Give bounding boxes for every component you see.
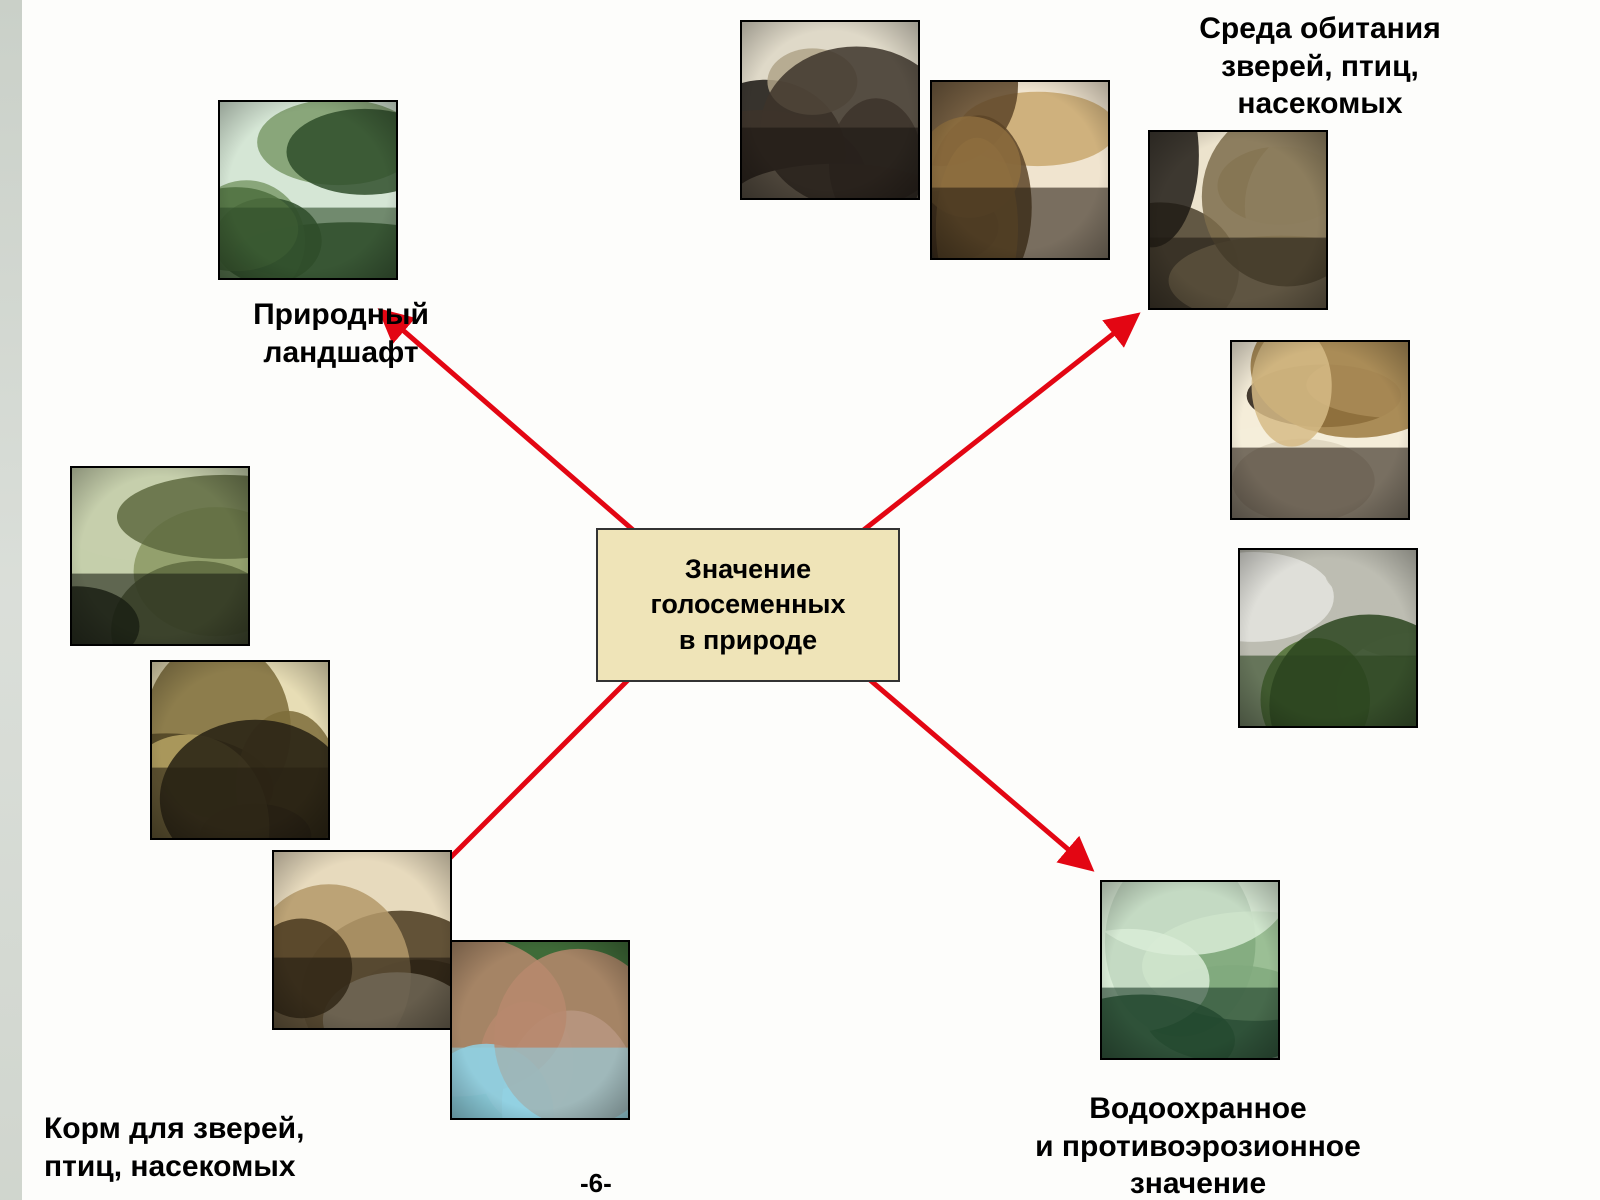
thumb-marten xyxy=(1230,340,1410,520)
arrow-2 xyxy=(856,668,1090,868)
center-topic-box: Значение голосеменных в природе xyxy=(596,528,900,682)
thumb-landscape-forest xyxy=(218,100,398,280)
thumb-moose xyxy=(150,660,330,840)
thumb-wild-boar xyxy=(70,466,250,646)
label-habitat: Среда обитания зверей, птиц, насекомых xyxy=(1110,10,1530,123)
thumb-bear xyxy=(272,850,452,1030)
arrow-1 xyxy=(856,316,1136,536)
diagram-stage: Значение голосеменных в природе Природны… xyxy=(0,0,1600,1200)
center-topic-text: Значение голосеменных в природе xyxy=(651,552,846,657)
thumb-chipmunk xyxy=(930,80,1110,260)
label-food-source: Корм для зверей, птиц, насекомых xyxy=(44,1110,474,1185)
thumb-lynx xyxy=(1148,130,1328,310)
label-water-erosion: Водоохранное и противоэрозионное значени… xyxy=(938,1090,1458,1200)
thumb-crossbill-bird xyxy=(450,940,630,1120)
left-crop-strip xyxy=(0,0,22,1200)
label-natural-landscape: Природный ландшафт xyxy=(186,296,496,371)
thumb-valley-conifers xyxy=(1100,880,1280,1060)
page-number: -6- xyxy=(580,1168,612,1199)
thumb-butterfly xyxy=(1238,548,1418,728)
thumb-grouse-bird xyxy=(740,20,920,200)
